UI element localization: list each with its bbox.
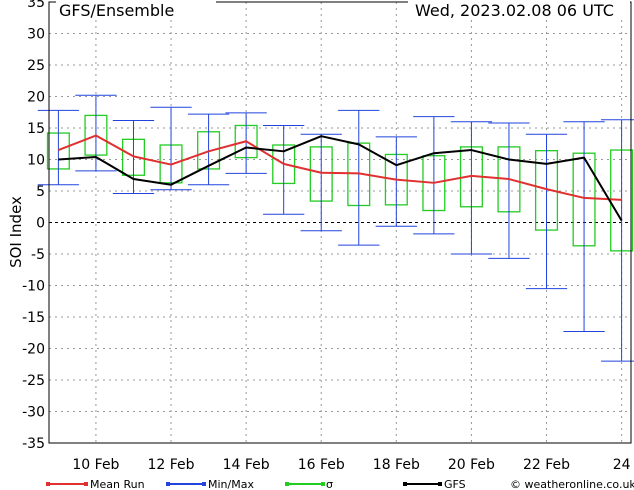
y-tick-label: -15 <box>22 310 45 326</box>
header-mask <box>56 0 216 18</box>
credit-text: © weatheronline.co.uk <box>510 478 634 490</box>
gfs-series <box>58 135 623 222</box>
minmax-whisker <box>75 94 117 172</box>
minmax-whisker <box>375 136 417 227</box>
chart-title: GFS/Ensemble <box>59 1 174 20</box>
y-tick-label: 10 <box>27 153 45 169</box>
y-tick-label: 0 <box>36 216 45 232</box>
minmax-whisker <box>600 119 634 362</box>
legend: Mean Run Min/Max σ GFS © weatheronline.c… <box>46 478 634 490</box>
gfs-line <box>58 135 623 222</box>
y-tick-label: -10 <box>22 279 45 295</box>
x-tick-label: 24 <box>613 457 631 473</box>
x-tick-label: 18 Feb <box>373 457 420 473</box>
legend-label-mean: Mean Run <box>90 478 145 490</box>
minmax-whiskers <box>37 94 634 362</box>
minmax-whisker <box>150 106 192 191</box>
legend-item-minmax: Min/Max <box>166 478 254 490</box>
x-tick-label: 12 Feb <box>148 457 195 473</box>
minmax-whisker <box>488 122 530 259</box>
legend-label-gfs: GFS <box>444 478 466 490</box>
x-tick-label: 22 Feb <box>523 457 570 473</box>
y-tick-label: -25 <box>22 373 45 389</box>
minmax-whisker <box>338 109 380 246</box>
legend-item-gfs: GFS <box>403 478 466 490</box>
x-tick-label: 10 Feb <box>72 457 119 473</box>
legend-item-sigma: σ <box>285 478 333 490</box>
minmax-whisker <box>37 109 80 186</box>
minmax-whisker <box>225 112 267 174</box>
x-tick-label: 14 Feb <box>223 457 270 473</box>
plot-frame <box>48 1 632 444</box>
datetime-mask <box>408 0 630 18</box>
y-tick-label: 35 <box>27 0 45 11</box>
y-tick-label: 30 <box>27 27 45 43</box>
y-tick-labels: 35 30 25 20 15 10 5 0 -5 -10 -15 -20 -25 -30 -35 <box>22 0 45 452</box>
y-tick-label: -35 <box>22 436 45 452</box>
y-tick-label: 5 <box>36 184 45 200</box>
chart-datetime: Wed, 2023.02.08 06 UTC <box>415 1 614 20</box>
minmax-whisker <box>525 133 568 290</box>
y-tick-label: 20 <box>27 90 45 106</box>
minmax-whisker <box>187 113 230 186</box>
y-tick-label: 25 <box>27 58 45 74</box>
y-axis-label: SOI Index <box>7 196 25 268</box>
legend-label-sigma: σ <box>326 478 333 490</box>
y-tick-label: -5 <box>31 247 45 263</box>
y-tick-label: -20 <box>22 342 45 358</box>
minmax-whisker <box>300 133 342 232</box>
x-tick-labels: 10 Feb 12 Feb 14 Feb 16 Feb 18 Feb 20 Feb 22 F… <box>72 457 630 473</box>
x-tick-label: 20 Feb <box>448 457 495 473</box>
x-tick-label: 16 Feb <box>298 457 345 473</box>
legend-label-minmax: Min/Max <box>208 478 254 490</box>
legend-item-mean: Mean Run <box>46 478 145 490</box>
minmax-whisker <box>263 124 305 215</box>
minmax-whisker <box>450 121 493 255</box>
y-tick-label: 15 <box>27 121 45 137</box>
mean-run-series <box>58 134 622 201</box>
y-tick-label: -30 <box>22 405 45 421</box>
mean-run-line <box>58 134 622 201</box>
minmax-whisker <box>413 116 455 235</box>
